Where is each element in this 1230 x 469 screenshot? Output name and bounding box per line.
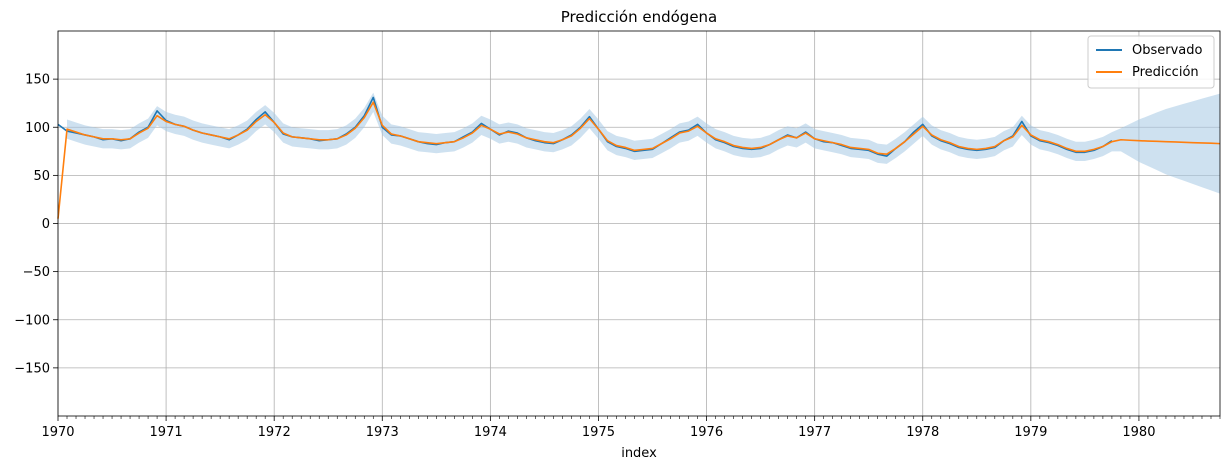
x-tick-label: 1975 [582, 425, 615, 440]
y-tick-label: 50 [33, 169, 50, 184]
y-tick-label: −50 [23, 265, 50, 280]
x-tick-label: 1977 [798, 425, 831, 440]
x-tick-label: 1970 [41, 425, 74, 440]
x-tick-label: 1978 [906, 425, 939, 440]
legend: Observado Predicción [1087, 35, 1215, 89]
y-tick-label: −100 [14, 313, 50, 328]
x-tick-label: 1979 [1014, 425, 1047, 440]
series-layer [57, 96, 1221, 219]
x-tick-label: 1971 [150, 425, 183, 440]
y-axis-ticks: 150 100 50 0 −50 −100 −150 [14, 73, 58, 376]
x-tick-label: 1976 [690, 425, 723, 440]
confidence-band-layer [67, 92, 1220, 194]
x-tick-label: 1974 [474, 425, 507, 440]
legend-label-prediccion: Predicción [1132, 65, 1199, 80]
grid-lines [57, 31, 1220, 416]
y-tick-label: 0 [42, 217, 50, 232]
x-tick-label: 1973 [366, 425, 399, 440]
y-tick-label: 100 [25, 121, 50, 136]
y-tick-label: 150 [25, 73, 50, 88]
confidence-band [67, 92, 1220, 194]
series-prediccion-line [57, 101, 1221, 219]
x-tick-label: 1980 [1122, 425, 1155, 440]
x-tick-label: 1972 [258, 425, 291, 440]
chart-title: Predicción endógena [561, 8, 718, 26]
x-axis-ticks: 1970 1971 1972 1973 1974 1975 1976 1977 1978 1979… [41, 416, 1221, 440]
y-tick-label: −150 [14, 361, 50, 376]
legend-label-observado: Observado [1132, 43, 1203, 58]
x-axis-label: index [621, 446, 657, 461]
